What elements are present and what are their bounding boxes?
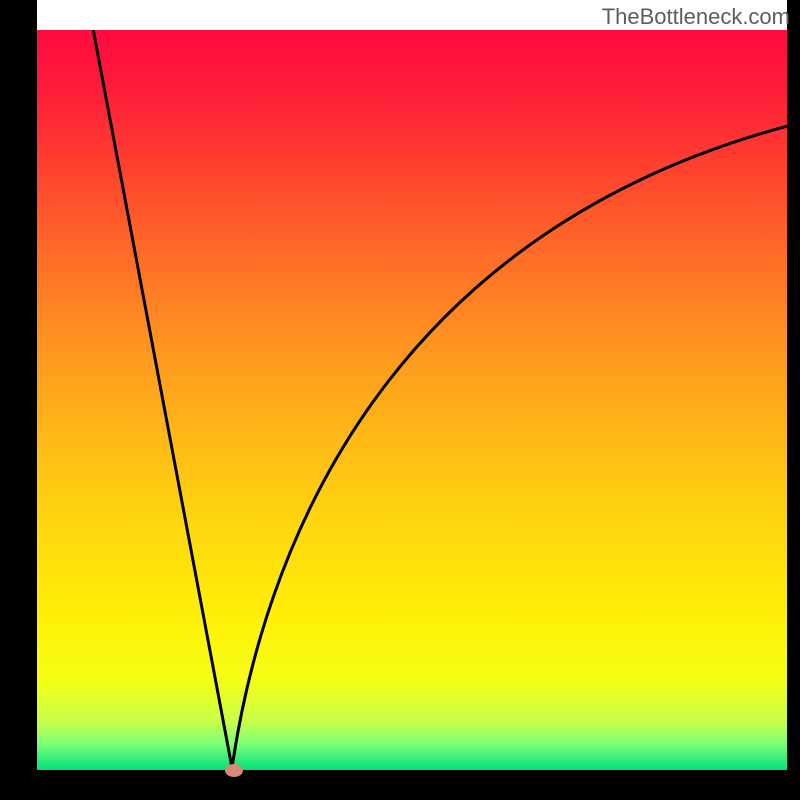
y-axis-band — [0, 0, 37, 800]
chart-background — [37, 30, 787, 770]
chart-container: TheBottleneck.com — [0, 0, 800, 800]
x-axis-band — [0, 770, 800, 800]
watermark-text: TheBottleneck.com — [602, 4, 790, 30]
optimal-point-marker — [225, 764, 243, 777]
right-margin — [787, 0, 800, 800]
